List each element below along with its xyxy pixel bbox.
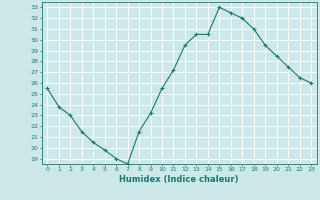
X-axis label: Humidex (Indice chaleur): Humidex (Indice chaleur) (119, 175, 239, 184)
